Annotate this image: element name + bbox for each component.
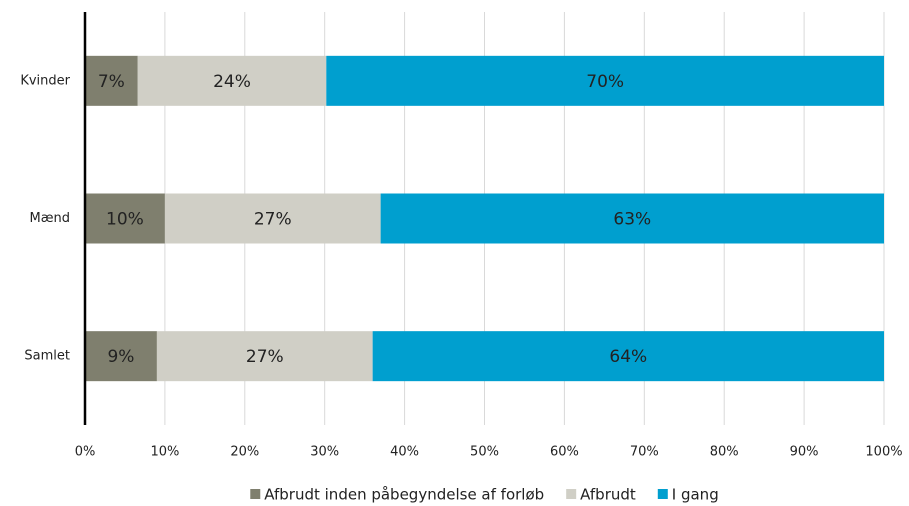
value-label: 7% xyxy=(98,72,125,92)
x-tick-label: 50% xyxy=(470,445,499,460)
x-tick-label: 100% xyxy=(865,445,902,460)
legend-label: I gang xyxy=(672,486,719,504)
value-label: 63% xyxy=(613,210,651,230)
x-tick-label: 20% xyxy=(230,445,259,460)
bar-segment xyxy=(372,331,884,382)
x-tick-label: 60% xyxy=(550,445,579,460)
x-tick-label: 10% xyxy=(150,445,179,460)
legend-label: Afbrudt xyxy=(580,486,636,504)
x-tick-label: 90% xyxy=(790,445,819,460)
value-label: 70% xyxy=(586,72,624,92)
bar-segment xyxy=(85,331,157,382)
value-label: 27% xyxy=(254,210,292,230)
bar-segment xyxy=(164,193,381,244)
y-tick-label: Samlet xyxy=(24,349,70,364)
value-label: 24% xyxy=(213,72,251,92)
bar-segment xyxy=(137,55,327,106)
value-label: 9% xyxy=(107,347,134,367)
legend-label: Afbrudt inden påbegyndelse af forløb xyxy=(264,486,544,504)
x-tick-label: 0% xyxy=(75,445,96,460)
x-tick-label: 80% xyxy=(710,445,739,460)
bar-segment xyxy=(380,193,884,244)
bar-segment xyxy=(326,55,885,106)
x-tick-label: 70% xyxy=(630,445,659,460)
legend-swatch xyxy=(657,489,668,499)
x-tick-label: 30% xyxy=(310,445,339,460)
legend-swatch xyxy=(566,489,577,499)
y-tick-label: Kvinder xyxy=(20,73,70,88)
x-tick-label: 40% xyxy=(390,445,419,460)
value-label: 64% xyxy=(609,347,647,367)
value-label: 27% xyxy=(246,347,284,367)
bar-segment xyxy=(85,55,138,106)
bar-segment xyxy=(85,193,165,244)
value-label: 10% xyxy=(106,210,144,230)
y-tick-label: Mænd xyxy=(30,211,70,226)
bar-segment xyxy=(156,331,373,382)
legend-swatch xyxy=(250,489,261,499)
